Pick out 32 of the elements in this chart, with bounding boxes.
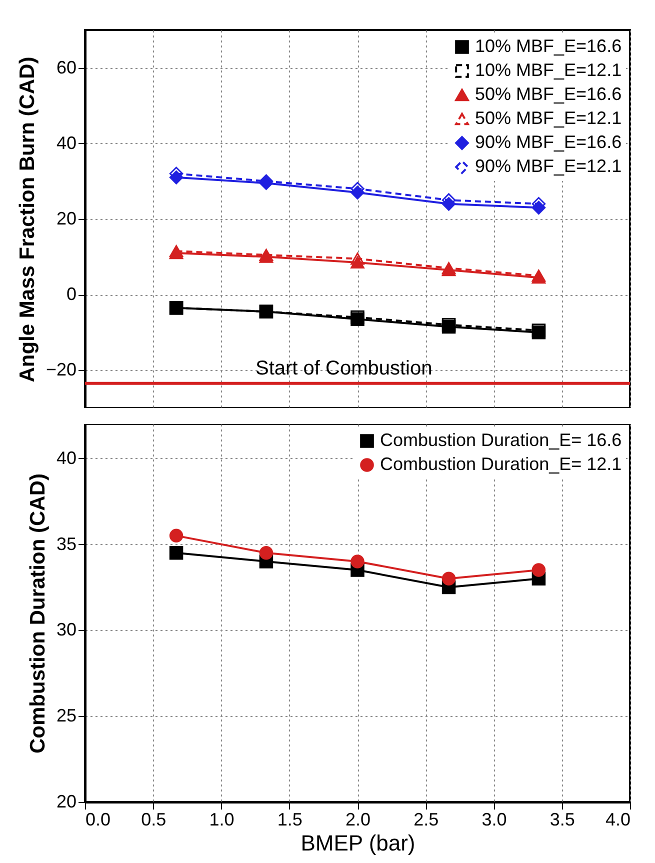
x-tick-label: 1.5	[277, 810, 302, 830]
y-tick-label: 25	[56, 706, 76, 726]
x-tick-label: 3.5	[550, 810, 575, 830]
legend-label: 10% MBF_E=12.1	[475, 60, 622, 80]
x-tick-label: 2.5	[414, 810, 439, 830]
point	[350, 252, 364, 265]
x-tick-label: 3.0	[482, 810, 507, 830]
y-tick-label: 30	[56, 620, 76, 640]
legend-label: 50% MBF_E=16.6	[475, 84, 622, 104]
y-tick-label: 60	[56, 57, 76, 78]
x-tick-label: 0.5	[141, 810, 166, 830]
y-tick-label: 35	[56, 534, 76, 554]
legend-label: 90% MBF_E=12.1	[475, 156, 622, 176]
legend-label: 90% MBF_E=16.6	[475, 132, 622, 152]
y-tick-label: −20	[46, 360, 76, 380]
y-tick-label: 20	[56, 208, 76, 228]
x-tick-label: 2.0	[345, 810, 371, 830]
x-tick-label: 4.0	[605, 810, 630, 830]
legend-label: 50% MBF_E=12.1	[475, 108, 622, 128]
y-axis-title: Combustion Duration (CAD)	[26, 474, 50, 754]
x-tick-label: 0.0	[86, 810, 111, 830]
y-axis-title: Angle Mass Fraction Burn (CAD)	[16, 56, 39, 382]
y-tick-label: 40	[56, 448, 76, 468]
y-tick-label: 20	[56, 792, 76, 812]
x-axis-title: BMEP (bar)	[300, 830, 416, 856]
y-tick-label: 0	[66, 284, 76, 304]
y-tick-label: 40	[56, 132, 76, 153]
ref-line-label: Start of Combustion	[256, 357, 432, 380]
x-tick-label: 1.0	[209, 810, 234, 830]
legend-label: Combustion Duration_E= 12.1	[380, 454, 622, 474]
legend-label: 10% MBF_E=16.6	[475, 36, 622, 56]
legend-label: Combustion Duration_E= 16.6	[380, 430, 622, 450]
